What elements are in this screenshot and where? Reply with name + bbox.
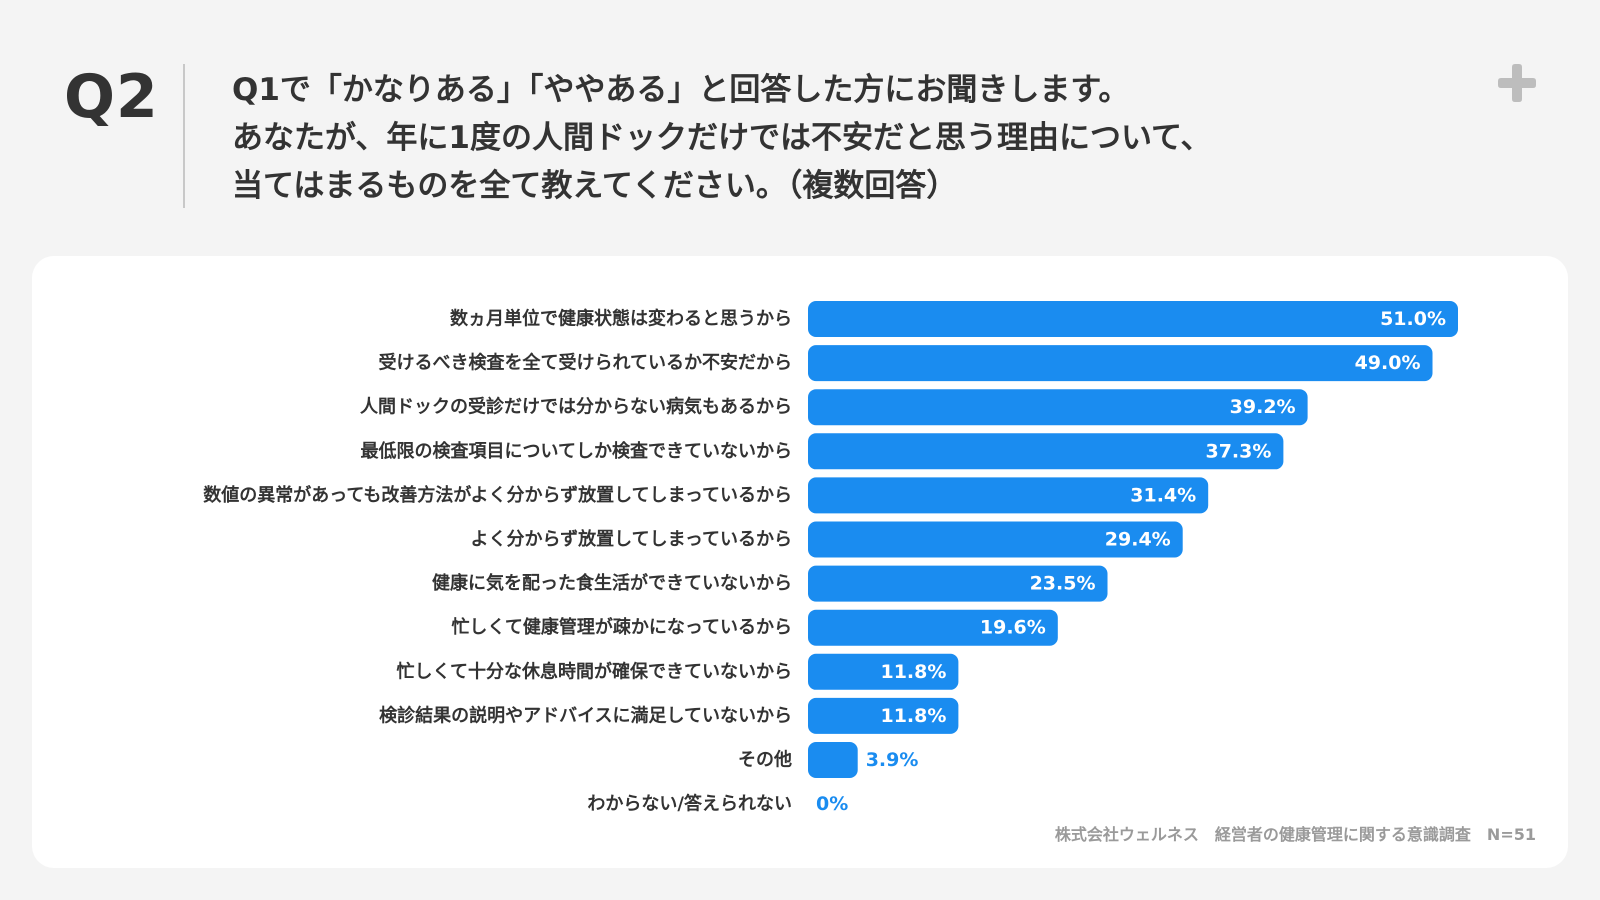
question-line: 当てはまるものを全て教えてください。（複数回答） <box>232 168 958 204</box>
plus-icon <box>1498 64 1536 102</box>
bar <box>808 301 1458 337</box>
category-label: 忙しくて健康管理が疎かになっているから <box>451 616 792 638</box>
bar <box>808 565 1108 602</box>
bar <box>808 653 959 690</box>
category-label: 人間ドックの受診だけでは分からない病気もあるから <box>360 396 792 418</box>
source-note: 株式会社ウェルネス 経営者の健康管理に関する意識調査 N=51 <box>1054 825 1536 844</box>
category-label: その他 <box>738 749 792 771</box>
value-label: 39.2% <box>1230 396 1296 418</box>
category-label: 検診結果の説明やアドバイスに満足していないから <box>379 704 792 726</box>
value-label: 31.4% <box>1130 484 1196 506</box>
category-label: 最低限の検査項目についてしか検査できていないから <box>361 440 792 462</box>
value-label: 11.8% <box>880 705 946 727</box>
bar <box>808 609 1058 646</box>
category-label: よく分からず放置してしまっているから <box>471 528 792 550</box>
value-label: 37.3% <box>1205 440 1271 462</box>
chart-card: 数ヵ月単位で健康状態は変わると思うから 51.0% 受けるべき検査を全て受けられてい… <box>32 256 1568 868</box>
category-label: 数ヵ月単位で健康状態は変わると思うから <box>450 308 792 330</box>
value-label: 0% <box>816 793 848 815</box>
value-label: 11.8% <box>880 661 946 683</box>
value-label: 3.9% <box>866 749 919 771</box>
bar <box>808 389 1308 426</box>
category-label: 受けるべき検査を全て受けられているか不安だから <box>379 352 792 374</box>
header-divider <box>183 64 185 208</box>
category-label: 忙しくて十分な休息時間が確保できていないから <box>397 660 792 682</box>
bar <box>808 521 1183 558</box>
bar <box>808 345 1433 382</box>
category-label: 数値の異常があっても改善方法がよく分からず放置してしまっているから <box>203 484 792 506</box>
plus-icon-shape <box>1498 64 1536 102</box>
category-label: わからない/答えられない <box>587 793 792 815</box>
bar <box>808 697 959 734</box>
value-label: 19.6% <box>980 617 1046 639</box>
question-text: Q1で「かなりある」「ややある」と回答した方にお聞きします。 あなたが、年に1度… <box>232 66 1462 210</box>
bar-chart: 数ヵ月単位で健康状態は変わると思うから 51.0% 受けるべき検査を全て受けられてい… <box>203 301 1458 815</box>
bar <box>808 742 858 778</box>
question-line: あなたが、年に1度の人間ドックだけでは不安だと思う理由について、 <box>232 120 1212 156</box>
value-label: 51.0% <box>1380 308 1446 330</box>
bar <box>808 477 1209 514</box>
value-label: 23.5% <box>1030 573 1096 595</box>
question-line: Q1で「かなりある」「ややある」と回答した方にお聞きします。 <box>232 72 1130 108</box>
value-label: 29.4% <box>1105 529 1171 551</box>
category-label: 健康に気を配った食生活ができていないから <box>432 572 792 594</box>
question-number: Q2 <box>64 62 159 132</box>
bar <box>808 433 1284 470</box>
value-label: 49.0% <box>1355 352 1421 374</box>
